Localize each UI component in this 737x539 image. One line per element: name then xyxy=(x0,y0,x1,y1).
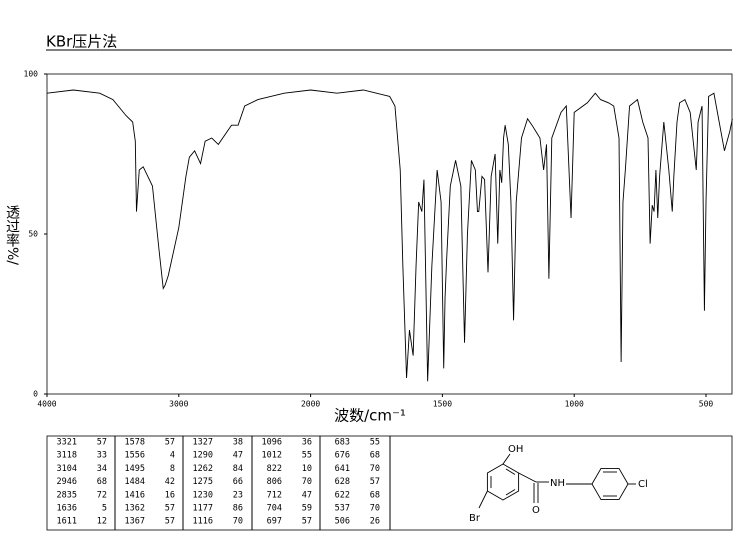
table-wavenumber: 1636 xyxy=(57,504,77,514)
atom-label: O xyxy=(532,505,540,516)
structure: OH O NH Cl Br xyxy=(469,444,648,524)
table-transmittance: 55 xyxy=(370,438,380,448)
table-wavenumber: 1230 xyxy=(193,490,213,500)
table-wavenumber: 641 xyxy=(335,464,350,474)
table-wavenumber: 3104 xyxy=(57,464,77,474)
y-tick-label: 0 xyxy=(33,390,38,399)
table-transmittance: 57 xyxy=(97,438,107,448)
table-wavenumber: 1096 xyxy=(262,438,282,448)
table-transmittance: 36 xyxy=(302,438,312,448)
table-wavenumber: 537 xyxy=(335,504,350,514)
atom-label: NH xyxy=(550,478,565,489)
bond xyxy=(518,472,537,483)
table-transmittance: 57 xyxy=(370,477,380,487)
x-tick-label: 2000 xyxy=(301,400,320,409)
table-wavenumber: 1495 xyxy=(125,464,145,474)
ring xyxy=(486,463,520,501)
table-transmittance: 68 xyxy=(370,490,380,500)
table-transmittance: 57 xyxy=(165,517,175,527)
table-transmittance: 38 xyxy=(233,438,243,448)
table-transmittance: 68 xyxy=(370,451,380,461)
table-wavenumber: 1116 xyxy=(193,517,213,527)
table-transmittance: 70 xyxy=(370,464,380,474)
plot-frame xyxy=(46,73,733,395)
bond xyxy=(505,489,516,496)
table-transmittance: 5 xyxy=(102,504,107,514)
table-wavenumber: 2946 xyxy=(57,477,77,487)
table-transmittance: 70 xyxy=(370,504,380,514)
table-wavenumber: 3118 xyxy=(57,451,77,461)
table-transmittance: 42 xyxy=(165,477,175,487)
table-transmittance: 16 xyxy=(165,490,175,500)
table-wavenumber: 622 xyxy=(335,490,350,500)
table-wavenumber: 1012 xyxy=(262,451,282,461)
table-wavenumber: 683 xyxy=(335,438,350,448)
table-wavenumber: 1578 xyxy=(125,438,145,448)
table-wavenumber: 1177 xyxy=(193,504,213,514)
table-wavenumber: 1262 xyxy=(193,464,213,474)
atom-label: Br xyxy=(469,513,481,524)
chart-title: KBr压片法 xyxy=(46,33,117,51)
table-wavenumber: 1275 xyxy=(193,477,213,487)
table-transmittance: 4 xyxy=(170,451,175,461)
table-transmittance: 86 xyxy=(233,504,243,514)
table-wavenumber: 2835 xyxy=(57,490,77,500)
table-transmittance: 57 xyxy=(302,517,312,527)
table-transmittance: 66 xyxy=(233,477,243,487)
table-transmittance: 26 xyxy=(370,517,380,527)
table-wavenumber: 1611 xyxy=(57,517,77,527)
table-wavenumber: 697 xyxy=(267,517,282,527)
table-transmittance: 70 xyxy=(233,517,243,527)
y-tick-label: 50 xyxy=(28,230,38,239)
table-transmittance: 59 xyxy=(302,504,312,514)
y-axis-label: 透过率%/ xyxy=(4,205,20,265)
table-transmittance: 70 xyxy=(302,477,312,487)
table-transmittance: 72 xyxy=(97,490,107,500)
table-transmittance: 23 xyxy=(233,490,243,500)
x-tick-label: 1000 xyxy=(565,400,584,409)
table-wavenumber: 1416 xyxy=(125,490,145,500)
table-wavenumber: 676 xyxy=(335,451,350,461)
table-transmittance: 55 xyxy=(302,451,312,461)
table-wavenumber: 704 xyxy=(267,504,282,514)
spectrum-line xyxy=(46,89,733,382)
table-wavenumber: 628 xyxy=(335,477,350,487)
table-transmittance: 47 xyxy=(233,451,243,461)
atom-label: Cl xyxy=(638,479,648,490)
table-wavenumber: 1290 xyxy=(193,451,213,461)
table-wavenumber: 712 xyxy=(267,490,282,500)
atom-label: OH xyxy=(508,444,523,455)
bond xyxy=(478,490,488,509)
table-wavenumber: 3321 xyxy=(57,438,77,448)
table-transmittance: 84 xyxy=(233,464,243,474)
table-wavenumber: 1556 xyxy=(125,451,145,461)
table-transmittance: 12 xyxy=(97,517,107,527)
table-transmittance: 57 xyxy=(165,504,175,514)
x-tick-label: 1500 xyxy=(433,400,452,409)
y-tick-label: 100 xyxy=(24,70,39,79)
table-wavenumber: 506 xyxy=(335,517,350,527)
x-axis-label: 波数/cm⁻¹ xyxy=(334,407,406,425)
table-wavenumber: 822 xyxy=(267,464,282,474)
x-tick-label: 500 xyxy=(699,400,714,409)
table-wavenumber: 1367 xyxy=(125,517,145,527)
bond xyxy=(502,453,511,465)
table-transmittance: 47 xyxy=(302,490,312,500)
x-tick-label: 3000 xyxy=(169,400,188,409)
table-transmittance: 10 xyxy=(302,464,312,474)
table-wavenumber: 1327 xyxy=(193,438,213,448)
x-tick-label: 4000 xyxy=(37,400,56,409)
table-wavenumber: 806 xyxy=(267,477,282,487)
ring xyxy=(591,467,629,501)
table-transmittance: 34 xyxy=(97,464,107,474)
table-wavenumber: 1484 xyxy=(125,477,145,487)
table-transmittance: 33 xyxy=(97,451,107,461)
table-wavenumber: 1362 xyxy=(125,504,145,514)
table-transmittance: 68 xyxy=(97,477,107,487)
bond xyxy=(505,468,516,475)
table-transmittance: 57 xyxy=(165,438,175,448)
table-transmittance: 8 xyxy=(170,464,175,474)
